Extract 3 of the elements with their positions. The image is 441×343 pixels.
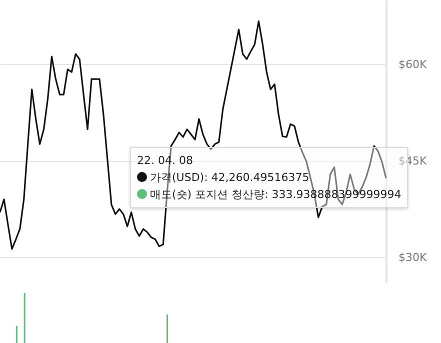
y-tick-label: $30K xyxy=(398,250,428,264)
y-tick-label: $45K xyxy=(398,154,428,168)
y-tick-label: $60K xyxy=(398,58,428,71)
